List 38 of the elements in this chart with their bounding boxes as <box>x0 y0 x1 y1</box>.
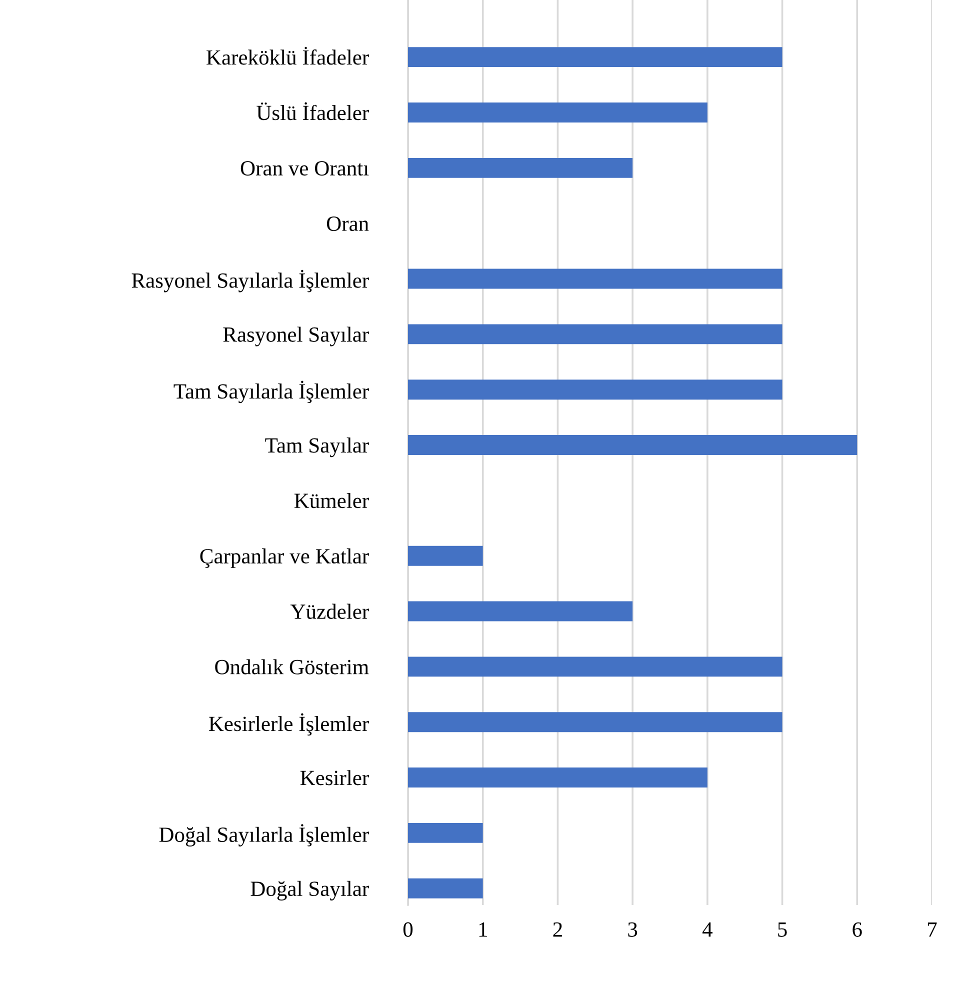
x-tick-label: 6 <box>852 922 862 937</box>
x-tick-label: 2 <box>553 922 562 937</box>
y-tick-label: Rasyonel Sayılar <box>223 326 369 346</box>
x-tick-label: 7 <box>928 922 937 937</box>
bar <box>408 546 483 566</box>
y-tick-label: Kesirlerle İşlemler <box>208 713 369 736</box>
y-tick-label: Kesirler <box>300 770 369 786</box>
x-tick-label: 4 <box>702 922 712 937</box>
bar <box>408 768 708 788</box>
x-tick-label: 1 <box>479 922 487 937</box>
x-tick-label: 3 <box>628 922 638 937</box>
bar <box>408 822 483 843</box>
x-tick-label: 5 <box>778 922 787 937</box>
y-tick-label: Kareköklü İfadeler <box>206 46 369 65</box>
y-tick-label: Üslü İfadeler <box>256 102 369 120</box>
bar <box>408 878 483 898</box>
bar <box>408 601 633 622</box>
bar <box>408 158 633 178</box>
bar <box>408 47 782 68</box>
y-tick-label: Oran <box>326 216 369 232</box>
x-tick-label: 0 <box>403 922 413 937</box>
bar <box>408 268 782 289</box>
y-tick-label: Tam Sayılar <box>265 438 369 458</box>
bar <box>408 102 708 122</box>
y-tick-label: Kümeler <box>294 492 369 508</box>
y-tick-label: Rasyonel Sayılarla İşlemler <box>132 270 369 292</box>
y-tick-label: Doğal Sayılarla İşlemler <box>159 824 369 846</box>
y-tick-label: Yüzdeler <box>290 604 369 619</box>
bar <box>408 380 782 400</box>
bar <box>408 435 858 455</box>
y-tick-label: Çarpanlar ve Katlar <box>200 548 369 568</box>
y-tick-label: Doğal Sayılar <box>250 880 369 900</box>
bar <box>408 712 782 732</box>
bar <box>408 656 782 677</box>
y-tick-label: Oran ve Orantı <box>240 161 369 176</box>
bar <box>408 324 782 344</box>
y-tick-label: Ondalık Gösterim <box>215 659 369 674</box>
y-tick-label: Tam Sayılarla İşlemler <box>174 380 369 404</box>
